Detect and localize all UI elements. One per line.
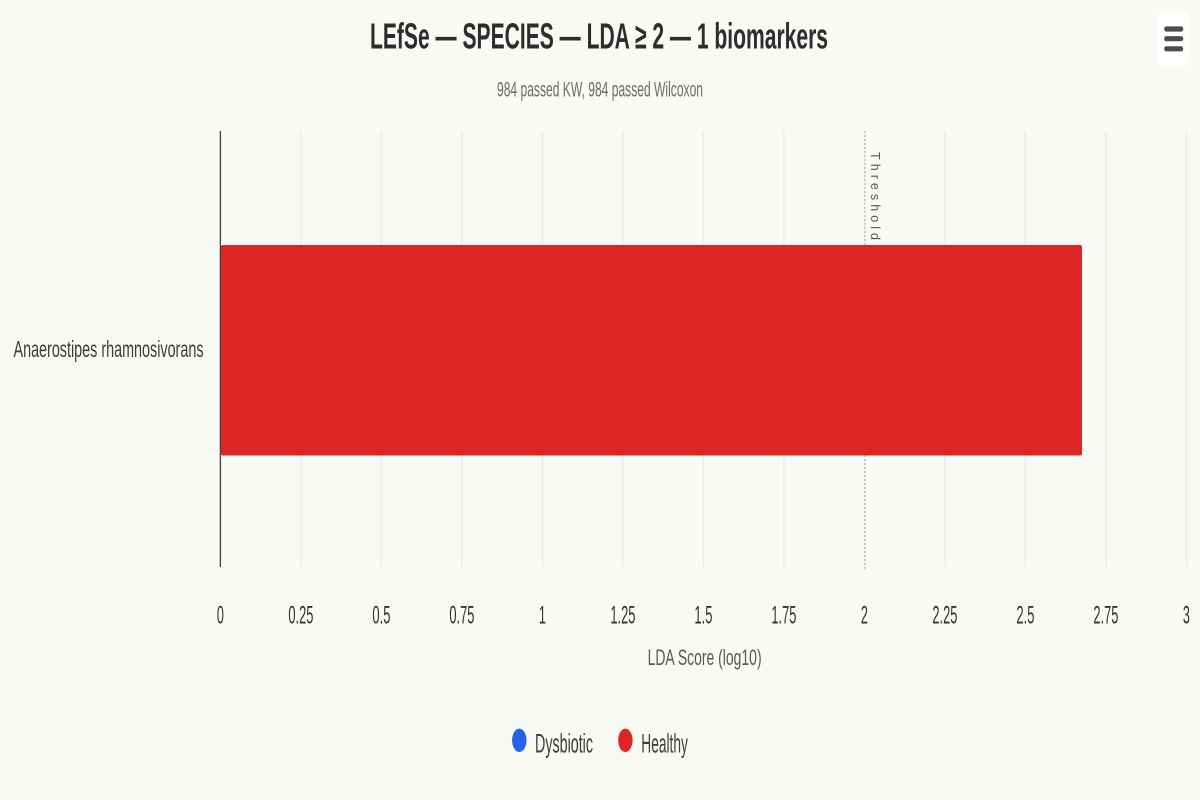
svg-text:0.25: 0.25: [288, 603, 313, 630]
svg-text:0.5: 0.5: [372, 603, 390, 630]
svg-text:984 passed KW, 984 passed Wilc: 984 passed KW, 984 passed Wilcoxon: [497, 79, 703, 102]
svg-text:LEfSe — SPECIES — LDA ≥ 2 — 1: LEfSe — SPECIES — LDA ≥ 2 — 1 biomarkers: [370, 16, 828, 57]
svg-text:Dysbiotic: Dysbiotic: [535, 729, 593, 759]
svg-text:Threshold: Threshold: [868, 152, 882, 240]
svg-text:1.75: 1.75: [771, 603, 796, 630]
svg-text:2.5: 2.5: [1016, 603, 1034, 630]
svg-text:2.75: 2.75: [1093, 603, 1118, 630]
svg-text:LDA Score (log10): LDA Score (log10): [648, 645, 762, 670]
svg-text:0: 0: [217, 603, 224, 630]
svg-text:1.5: 1.5: [694, 603, 712, 630]
svg-text:3: 3: [1183, 603, 1190, 630]
svg-text:2: 2: [861, 603, 868, 630]
svg-text:0.75: 0.75: [449, 603, 474, 630]
svg-text:2.25: 2.25: [932, 603, 957, 630]
svg-text:Anaerostipes rhamnosivorans: Anaerostipes rhamnosivorans: [14, 336, 204, 362]
svg-text:1.25: 1.25: [610, 603, 635, 630]
svg-text:Healthy: Healthy: [641, 729, 688, 759]
svg-text:1: 1: [539, 603, 546, 630]
